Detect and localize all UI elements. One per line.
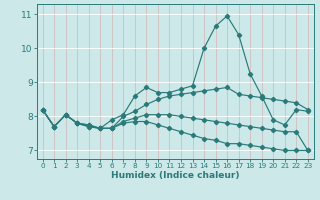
X-axis label: Humidex (Indice chaleur): Humidex (Indice chaleur) bbox=[111, 171, 239, 180]
